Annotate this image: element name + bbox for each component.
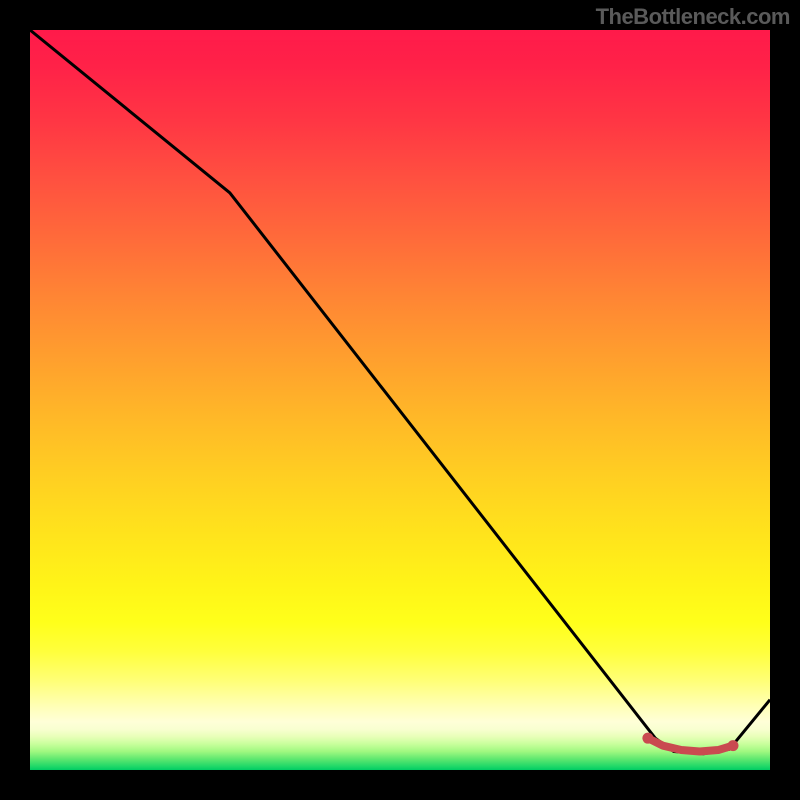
optimal-range-endpoint (642, 733, 653, 744)
chart-overlay (30, 30, 770, 770)
plot-area (30, 30, 770, 770)
watermark-text: TheBottleneck.com (596, 4, 790, 30)
optimal-range-endpoint (728, 740, 739, 751)
optimal-range-segment (648, 738, 733, 751)
chart-canvas: TheBottleneck.com (0, 0, 800, 800)
bottleneck-curve (30, 30, 770, 754)
